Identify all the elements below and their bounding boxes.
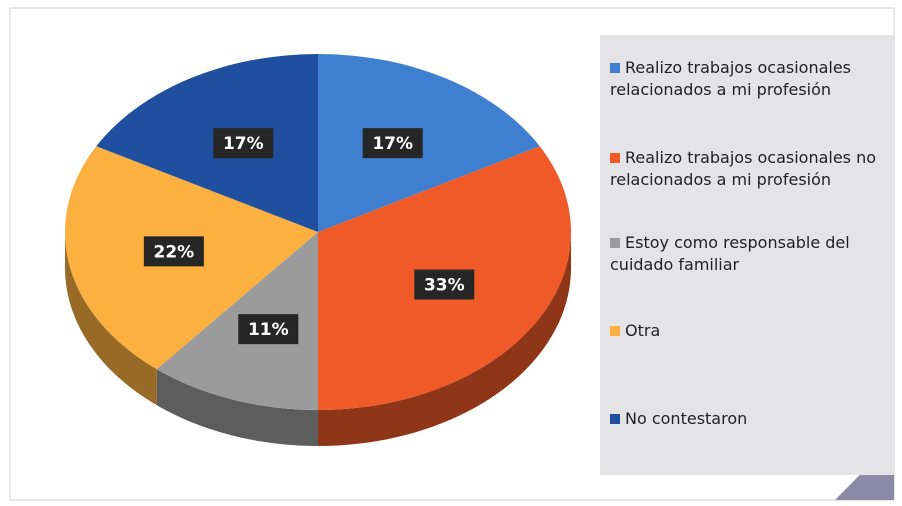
legend-swatch: [610, 63, 620, 73]
legend: Realizo trabajos ocasionales relacionado…: [600, 35, 895, 475]
legend-swatch: [610, 153, 620, 163]
legend-entry: Otra: [610, 320, 895, 342]
pie-side: [65, 232, 157, 406]
label-box: [213, 128, 274, 159]
data-label: 17%: [223, 134, 264, 154]
data-label: 17%: [372, 134, 413, 154]
data-label: 11%: [248, 320, 289, 340]
legend-label: Realizo trabajos ocasionales relacionado…: [610, 58, 852, 99]
data-label: 33%: [424, 276, 465, 296]
label-box: [238, 314, 299, 345]
pie-side: [156, 369, 318, 446]
label-box: [414, 269, 475, 300]
legend-swatch: [610, 326, 620, 336]
pie-side: [318, 232, 571, 446]
legend-label: No contestaron: [625, 409, 748, 428]
legend-label: Estoy como responsable del cuidado famil…: [610, 233, 850, 274]
pie-slice: [96, 54, 319, 232]
label-box: [362, 128, 423, 159]
legend-entry: Realizo trabajos ocasionales no relacion…: [610, 147, 895, 191]
pie: 17% 33% 11% 22% 17%: [64, 54, 571, 446]
label-box: [143, 236, 204, 267]
pie-slice: [156, 232, 318, 410]
legend-swatch: [610, 414, 620, 424]
legend-swatch: [610, 238, 620, 248]
pie-slice: [318, 54, 540, 232]
legend-entry: Estoy como responsable del cuidado famil…: [610, 232, 895, 276]
legend-label: Realizo trabajos ocasionales no relacion…: [610, 148, 877, 189]
legend-entry: No contestaron: [610, 408, 895, 430]
legend-entry: Realizo trabajos ocasionales relacionado…: [610, 57, 895, 101]
data-label: 22%: [154, 242, 195, 262]
legend-label: Otra: [625, 321, 661, 340]
